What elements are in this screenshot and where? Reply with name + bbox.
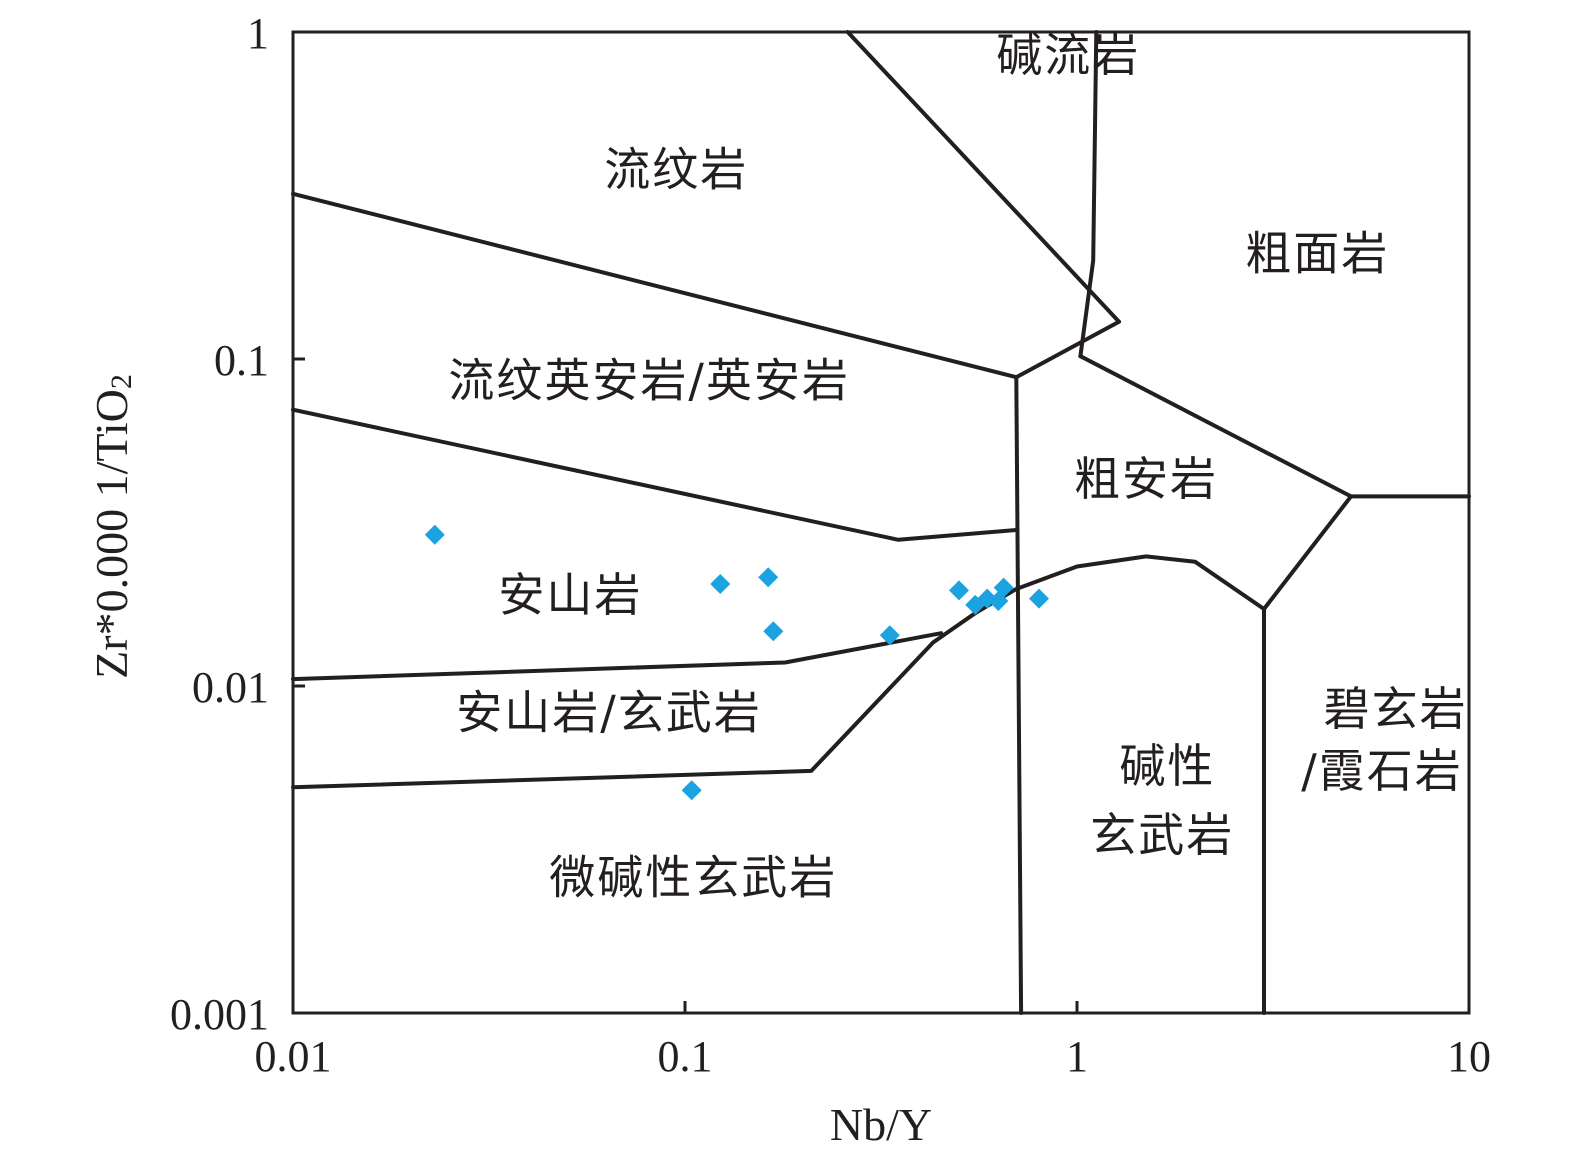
data-point xyxy=(948,580,969,601)
plot-frame xyxy=(291,30,1471,1015)
boundary-trachyandesite-left xyxy=(1014,319,1121,1015)
region-label: 安山岩 xyxy=(498,568,642,622)
y-tick-label: 0.001 xyxy=(170,990,269,1039)
x-axis-title: Nb/Y xyxy=(830,1099,932,1150)
x-tick-label: 1 xyxy=(1066,1032,1088,1081)
region-label: 粗面岩 xyxy=(1245,227,1389,281)
boundaries-layer xyxy=(291,30,1471,1015)
data-points-layer xyxy=(424,524,1050,801)
y-tick-label: 0.01 xyxy=(192,663,269,712)
region-label: 碱流岩 xyxy=(996,28,1140,82)
x-tick-label: 0.01 xyxy=(255,1032,332,1081)
data-point xyxy=(424,524,445,545)
data-point xyxy=(763,621,784,642)
x-tick-label: 10 xyxy=(1447,1032,1491,1081)
y-axis-title-main: Zr*0.000 1/TiO xyxy=(86,389,137,679)
data-point xyxy=(879,625,900,646)
y-axis-title-subscript: 2 xyxy=(105,374,138,389)
boundary-rhyodacite-lower xyxy=(291,407,1019,542)
region-label: 粗安岩 xyxy=(1074,452,1218,506)
y-axis-title: Zr*0.000 1/TiO2 xyxy=(86,374,138,679)
boundary-andesite-lower xyxy=(291,631,944,682)
data-point xyxy=(1029,588,1050,609)
y-tick-label: 0.1 xyxy=(214,336,269,385)
region-label: 流纹英安岩/英安岩 xyxy=(448,353,850,407)
region-label: 玄武岩 xyxy=(1090,808,1234,862)
region-label: 碱性 xyxy=(1119,739,1215,793)
boundary-rhyolite-lower xyxy=(291,191,1019,380)
data-point xyxy=(681,780,702,801)
region-label: 流纹岩 xyxy=(604,142,748,196)
region-label: 安山岩/玄武岩 xyxy=(456,685,762,739)
region-label: 碧玄岩 xyxy=(1324,682,1468,736)
data-point xyxy=(710,574,731,595)
boundary-alkali-rhyolite-left xyxy=(845,30,1121,324)
region-label: /霞石岩 xyxy=(1301,744,1463,798)
x-tick-label: 0.1 xyxy=(658,1032,713,1081)
boundary-alkali-rhyolite-right xyxy=(1078,30,1099,359)
region-label: 微碱性玄武岩 xyxy=(549,850,837,904)
data-point xyxy=(993,577,1014,598)
boundary-trachyandesite-bottom xyxy=(1262,494,1353,611)
y-tick-label: 1 xyxy=(247,9,269,58)
data-point xyxy=(758,567,779,588)
